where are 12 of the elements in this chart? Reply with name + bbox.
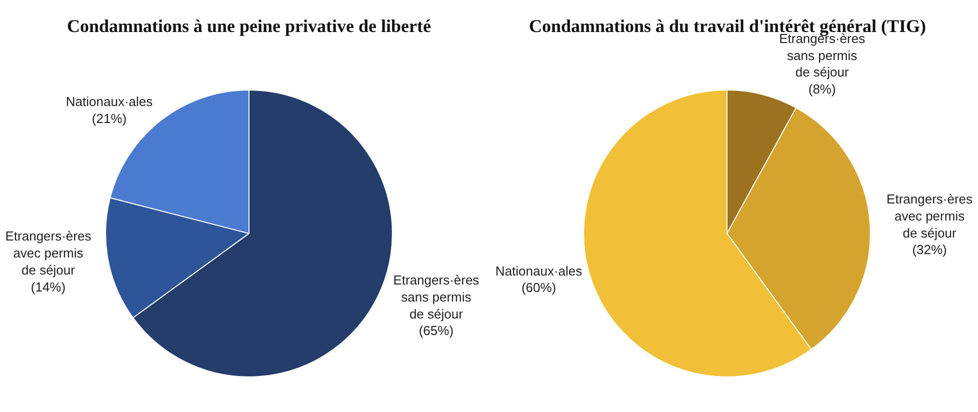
data-label: (21%): [92, 111, 127, 126]
data-label: (65%): [418, 323, 454, 338]
data-label: (32%): [912, 242, 947, 258]
data-label: (14%): [30, 279, 66, 294]
slice-label: Nationaux·ales: [66, 94, 154, 110]
chart-title: Condamnations à une peine privative de liberté: [67, 16, 432, 36]
data-label: (8%): [808, 82, 836, 97]
data-label: (60%): [521, 280, 556, 296]
slice-label: Etrangers·ères avec permis de séjour: [886, 191, 974, 240]
slice-label: Etrangers·ères sans permis de séjour: [393, 272, 480, 322]
slice-label: Etrangers·ères avec permis de séjour: [5, 228, 92, 278]
slice-label: Nationaux·ales: [495, 263, 583, 278]
